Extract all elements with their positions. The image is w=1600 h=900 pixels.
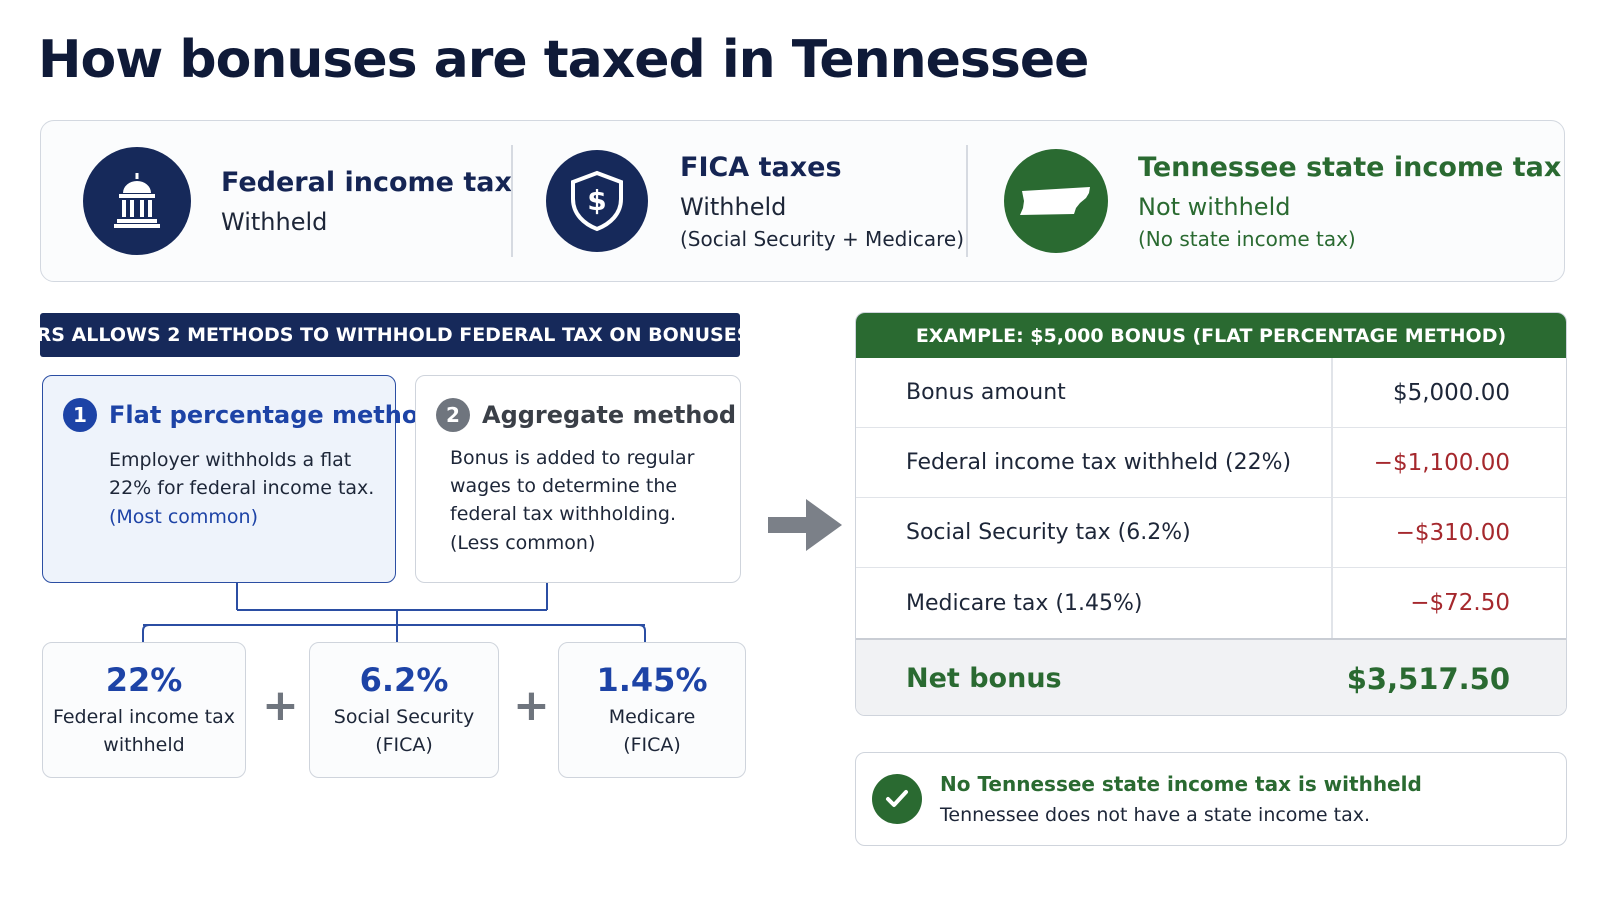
method-number-badge: 2 xyxy=(436,398,470,432)
note-body: Tennessee does not have a state income t… xyxy=(940,804,1371,826)
fica-note: (Social Security + Medicare) xyxy=(680,226,965,251)
federal-status: Withheld xyxy=(221,207,328,236)
table-row: Federal income tax withheld (22%) −$1,10… xyxy=(856,428,1566,498)
flat-method-card: 1 Flat percentage method Employer withho… xyxy=(42,375,436,583)
page-title: How bonuses are taxed in Tennessee xyxy=(38,30,1089,90)
medicare-rate-card: 1.45% Medicare (FICA) xyxy=(558,642,746,778)
svg-text:$: $ xyxy=(587,184,606,217)
row-value: −$1,100.00 xyxy=(1373,449,1510,476)
state-status: Not withheld xyxy=(1138,192,1291,221)
shield-dollar-icon: $ xyxy=(546,150,648,252)
table-row: Social Security tax (6.2%) −$310.00 xyxy=(856,498,1566,568)
plus-sign: + xyxy=(513,680,550,731)
state-title: Tennessee state income tax xyxy=(1138,151,1562,183)
rate-label: Medicare xyxy=(608,706,696,728)
plus-sign: + xyxy=(262,680,299,731)
flat-method-description: Employer withholds a flat 22% for federa… xyxy=(109,449,375,499)
fica-title: FICA taxes xyxy=(680,151,842,183)
row-label: Medicare tax (1.45%) xyxy=(906,590,1143,616)
summary-divider xyxy=(511,145,513,257)
method-number-badge: 1 xyxy=(63,398,97,432)
state-note: (No state income tax) xyxy=(1138,226,1356,251)
state-summary: Tennessee state income tax Not withheld … xyxy=(1004,121,1561,281)
arrow-right-icon xyxy=(768,495,848,559)
capitol-building-icon xyxy=(83,147,191,255)
table-row: Medicare tax (1.45%) −$72.50 xyxy=(856,568,1566,638)
row-value: $5,000.00 xyxy=(1392,379,1510,406)
summary-divider xyxy=(966,145,968,257)
fica-summary: $ FICA taxes Withheld (Social Security +… xyxy=(546,121,964,281)
checkmark-icon xyxy=(872,774,922,824)
flat-method-note: (Most common) xyxy=(109,506,258,528)
aggregate-method-card: 2 Aggregate method Bonus is added to reg… xyxy=(415,375,741,583)
federal-summary: Federal income tax Withheld xyxy=(83,121,512,281)
rate-label: (FICA) xyxy=(375,734,433,756)
federal-rate-card: 22% Federal income tax withheld xyxy=(42,642,246,778)
aggregate-method-note: (Less common) xyxy=(450,532,596,554)
rate-value: 6.2% xyxy=(359,661,449,699)
rate-label: Social Security xyxy=(333,706,475,728)
row-value: −$310.00 xyxy=(1395,519,1510,546)
rate-value: 1.45% xyxy=(596,661,708,699)
example-header: EXAMPLE: $5,000 BONUS (FLAT PERCENTAGE M… xyxy=(856,313,1566,358)
tennessee-map-icon xyxy=(1004,149,1108,253)
net-bonus-value: $3,517.50 xyxy=(1346,661,1510,696)
fica-status: Withheld xyxy=(680,192,787,221)
state-tax-note: No Tennessee state income tax is withhel… xyxy=(855,752,1567,846)
row-label: Bonus amount xyxy=(906,380,1066,405)
rate-label: (FICA) xyxy=(623,734,681,756)
rate-label: Federal income tax xyxy=(52,706,236,728)
methods-header: IRS ALLOWS 2 METHODS TO WITHHOLD FEDERAL… xyxy=(30,313,750,357)
federal-title: Federal income tax xyxy=(221,166,512,198)
aggregate-method-title: Aggregate method xyxy=(482,401,737,429)
net-bonus-label: Net bonus xyxy=(906,663,1062,694)
rate-label: withheld xyxy=(103,734,185,756)
row-value: −$72.50 xyxy=(1410,590,1510,616)
row-label: Social Security tax (6.2%) xyxy=(906,520,1191,545)
social-security-rate-card: 6.2% Social Security (FICA) xyxy=(309,642,499,778)
table-row: Bonus amount $5,000.00 xyxy=(856,358,1566,428)
table-column-divider xyxy=(1331,358,1333,715)
row-label: Federal income tax withheld (22%) xyxy=(906,450,1292,475)
rate-value: 22% xyxy=(105,661,183,699)
aggregate-method-description: Bonus is added to regular wages to deter… xyxy=(450,447,695,525)
note-title: No Tennessee state income tax is withhel… xyxy=(940,772,1422,796)
tax-summary-card: Federal income tax Withheld $ FICA taxes… xyxy=(40,120,1565,282)
flat-method-title: Flat percentage method xyxy=(109,401,436,429)
net-bonus-row: Net bonus $3,517.50 xyxy=(856,638,1566,715)
example-table: EXAMPLE: $5,000 BONUS (FLAT PERCENTAGE M… xyxy=(855,312,1567,716)
